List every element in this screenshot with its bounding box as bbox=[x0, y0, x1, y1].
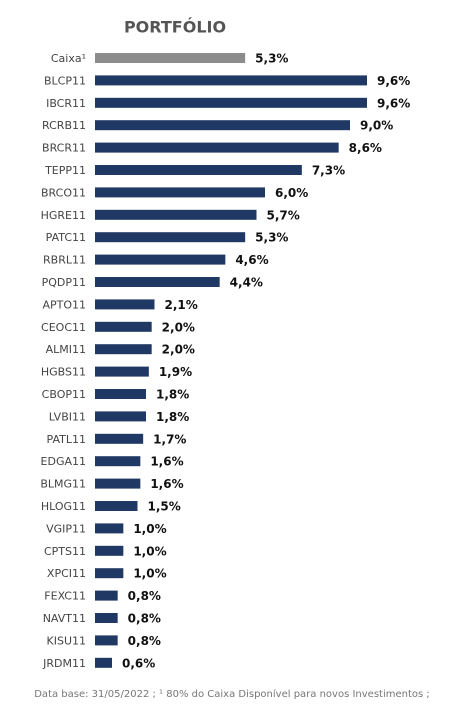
category-label: HGBS11 bbox=[41, 366, 86, 379]
value-label: 2,1% bbox=[165, 298, 198, 312]
category-label: BRCO11 bbox=[41, 186, 86, 199]
value-label: 0,8% bbox=[128, 634, 161, 648]
category-label: CBOP11 bbox=[42, 388, 86, 401]
bar bbox=[95, 613, 118, 623]
category-label: LVBI11 bbox=[49, 410, 86, 423]
category-label: EDGA11 bbox=[41, 455, 86, 468]
value-label: 1,8% bbox=[156, 388, 189, 402]
bar bbox=[95, 568, 124, 579]
category-label: TEPP11 bbox=[44, 164, 86, 177]
bar bbox=[95, 635, 118, 646]
value-label: 0,8% bbox=[128, 612, 161, 626]
bar bbox=[95, 165, 302, 175]
category-label: NAVT11 bbox=[43, 612, 86, 625]
bar bbox=[95, 545, 124, 556]
category-label: KISU11 bbox=[47, 634, 87, 647]
value-label: 8,6% bbox=[349, 141, 382, 155]
value-label: 5,3% bbox=[255, 231, 288, 245]
value-label: 4,4% bbox=[230, 276, 263, 290]
value-label: 1,6% bbox=[150, 477, 183, 491]
value-label: 1,7% bbox=[153, 432, 186, 446]
value-label: 4,6% bbox=[235, 253, 268, 267]
category-label: HGRE11 bbox=[41, 209, 86, 222]
bar bbox=[95, 254, 226, 265]
category-label: IBCR11 bbox=[46, 97, 86, 110]
bar bbox=[95, 344, 152, 355]
bar bbox=[95, 75, 367, 86]
category-label: PATC11 bbox=[46, 231, 86, 244]
value-label: 0,8% bbox=[128, 589, 161, 603]
value-label: 9,6% bbox=[377, 96, 410, 110]
bar bbox=[95, 501, 138, 511]
category-label: FEXC11 bbox=[44, 590, 86, 603]
value-label: 1,0% bbox=[133, 522, 166, 536]
value-label: 1,0% bbox=[133, 544, 166, 558]
value-label: 1,0% bbox=[133, 567, 166, 581]
bar bbox=[95, 97, 367, 108]
value-label: 2,0% bbox=[162, 320, 195, 334]
bar bbox=[95, 433, 144, 444]
bar bbox=[95, 456, 141, 467]
bar bbox=[95, 321, 152, 332]
value-label: 1,9% bbox=[159, 365, 192, 379]
bar bbox=[95, 120, 350, 131]
category-label: ALMI11 bbox=[46, 343, 86, 356]
value-label: 9,6% bbox=[377, 74, 410, 88]
category-label: BLMG11 bbox=[40, 478, 86, 491]
category-label: XPCI11 bbox=[47, 567, 86, 580]
bar bbox=[95, 277, 220, 287]
value-label: 6,0% bbox=[275, 186, 308, 200]
category-label: VGIP11 bbox=[46, 522, 86, 535]
category-label: JRDM11 bbox=[42, 657, 86, 670]
value-label: 0,6% bbox=[122, 656, 155, 670]
bar bbox=[95, 142, 339, 153]
bar bbox=[95, 53, 246, 63]
bar bbox=[95, 657, 112, 668]
bar bbox=[95, 187, 265, 198]
bar bbox=[95, 411, 146, 422]
category-label: CPTS11 bbox=[44, 545, 86, 558]
category-label: Caixa¹ bbox=[51, 52, 86, 65]
category-label: RBRL11 bbox=[43, 254, 86, 267]
bar bbox=[95, 232, 246, 243]
value-label: 5,3% bbox=[255, 52, 288, 66]
value-label: 7,3% bbox=[312, 164, 345, 178]
category-label: PQDP11 bbox=[42, 276, 86, 289]
value-label: 2,0% bbox=[162, 343, 195, 357]
value-label: 1,8% bbox=[156, 410, 189, 424]
category-label: APTO11 bbox=[42, 298, 86, 311]
category-label: PATL11 bbox=[47, 433, 86, 446]
footnote: Data base: 31/05/2022 ; ¹ 80% do Caixa D… bbox=[34, 688, 430, 700]
bar bbox=[95, 590, 118, 601]
category-label: CEOC11 bbox=[41, 321, 86, 334]
category-label: BLCP11 bbox=[44, 74, 86, 87]
category-label: BRCR11 bbox=[42, 142, 86, 155]
value-label: 1,6% bbox=[150, 455, 183, 469]
value-label: 9,0% bbox=[360, 119, 393, 133]
bar bbox=[95, 389, 146, 399]
value-label: 5,7% bbox=[267, 208, 300, 222]
category-label: HLOG11 bbox=[41, 500, 86, 513]
bar bbox=[95, 366, 149, 377]
category-label: RCRB11 bbox=[42, 119, 86, 132]
bar bbox=[95, 209, 257, 220]
bar bbox=[95, 299, 155, 310]
chart-title: PORTFÓLIO bbox=[124, 18, 226, 37]
value-label: 1,5% bbox=[148, 500, 181, 514]
bar bbox=[95, 523, 124, 534]
bar bbox=[95, 478, 141, 489]
